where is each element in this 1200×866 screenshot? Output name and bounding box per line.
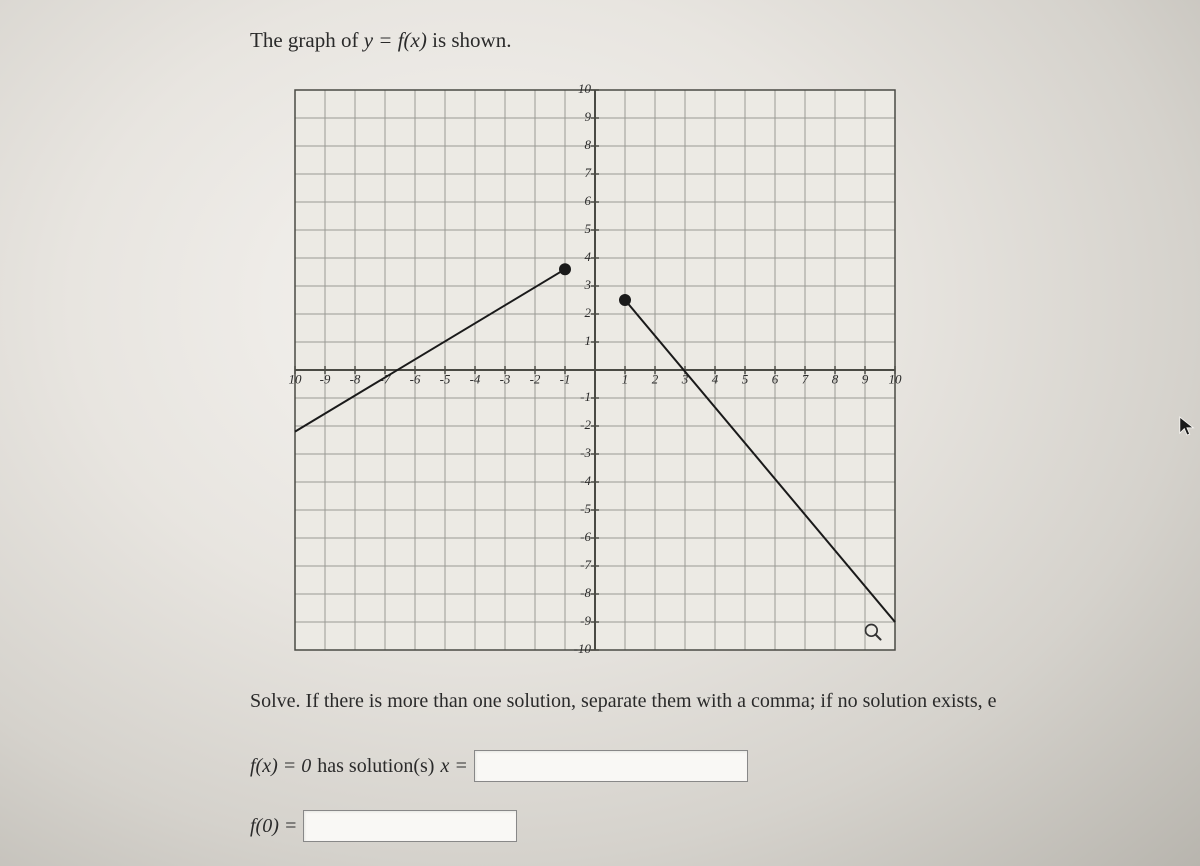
svg-text:9: 9 [585,109,592,124]
eq1-mid: has solution(s) [317,755,434,778]
question-suffix: is shown. [432,28,511,52]
question-prefix: The graph of [250,28,364,52]
svg-text:-10: -10 [574,641,592,656]
svg-text:-1: -1 [580,389,591,404]
eq1-lhs: f(x) = 0 [250,755,311,778]
zoom-icon[interactable] [863,622,883,642]
svg-text:-5: -5 [580,501,591,516]
svg-text:6: 6 [585,193,592,208]
svg-text:-6: -6 [580,529,591,544]
svg-text:4: 4 [585,249,592,264]
svg-text:3: 3 [584,277,592,292]
question-text: The graph of y = f(x) is shown. [250,28,511,53]
answer-input-solutions[interactable] [474,750,748,782]
equation-row-f0: f(0) = [250,810,517,842]
eq2-lhs: f(0) = [250,815,297,838]
svg-text:10: 10 [578,81,592,96]
svg-text:8: 8 [585,137,592,152]
cursor-icon [1178,415,1196,437]
equation-row-fx0: f(x) = 0 has solution(s) x = [250,750,748,782]
svg-text:1: 1 [585,333,592,348]
graph-svg: 10-9-8-7-6-5-4-3-2-112345678910109876543… [285,80,905,660]
svg-text:2: 2 [585,305,592,320]
svg-text:7: 7 [585,165,592,180]
svg-text:-2: -2 [580,417,591,432]
svg-text:-9: -9 [580,613,591,628]
instruction-text: Solve. If there is more than one solutio… [250,690,1200,713]
question-math: y = f(x) [364,28,427,52]
svg-text:-7: -7 [580,557,591,572]
graph-container: 10-9-8-7-6-5-4-3-2-112345678910109876543… [285,80,905,660]
svg-text:5: 5 [585,221,592,236]
svg-text:-4: -4 [580,473,591,488]
eq1-var: x = [440,755,467,778]
answer-input-f0[interactable] [303,810,517,842]
svg-text:-8: -8 [580,585,591,600]
svg-text:-3: -3 [580,445,591,460]
